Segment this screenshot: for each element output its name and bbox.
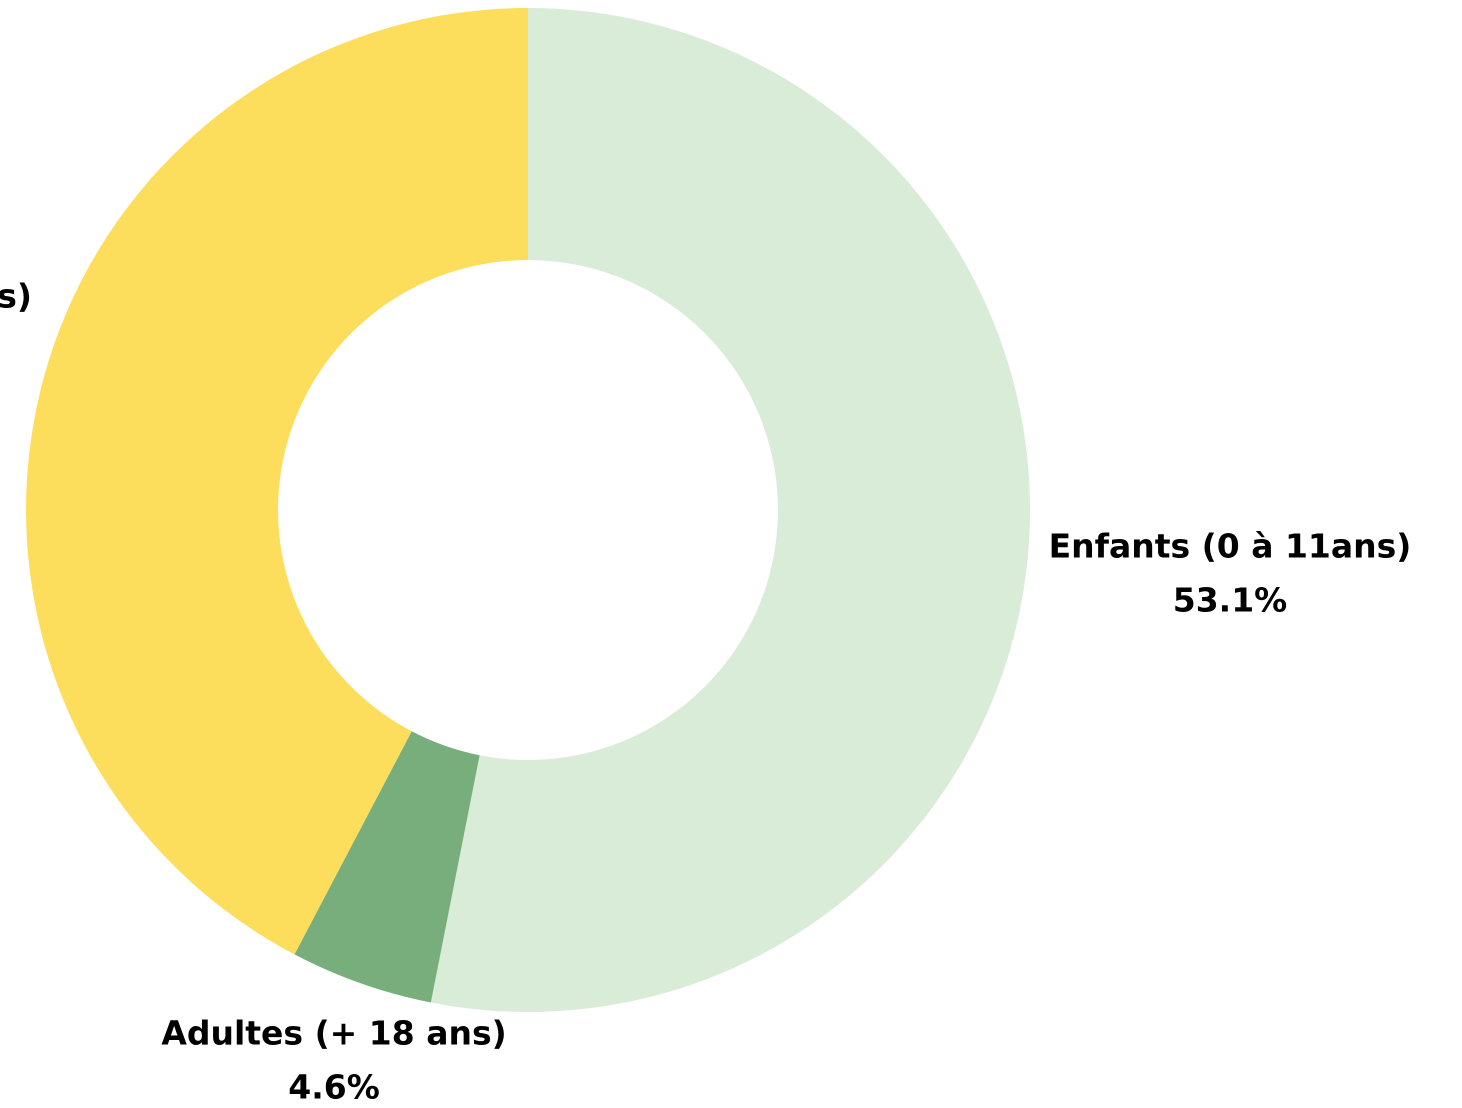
donut-slice xyxy=(294,731,480,1003)
donut-slice xyxy=(430,8,1031,1012)
slice-label: Enfants (0 à 11ans) xyxy=(1049,527,1412,566)
slice-label: s) xyxy=(0,277,32,316)
donut-slice xyxy=(25,8,528,955)
slice-value-label: 4.6% xyxy=(288,1068,380,1107)
slice-value-label: 53.1% xyxy=(1173,581,1288,620)
slice-label: Adultes (+ 18 ans) xyxy=(161,1014,506,1053)
